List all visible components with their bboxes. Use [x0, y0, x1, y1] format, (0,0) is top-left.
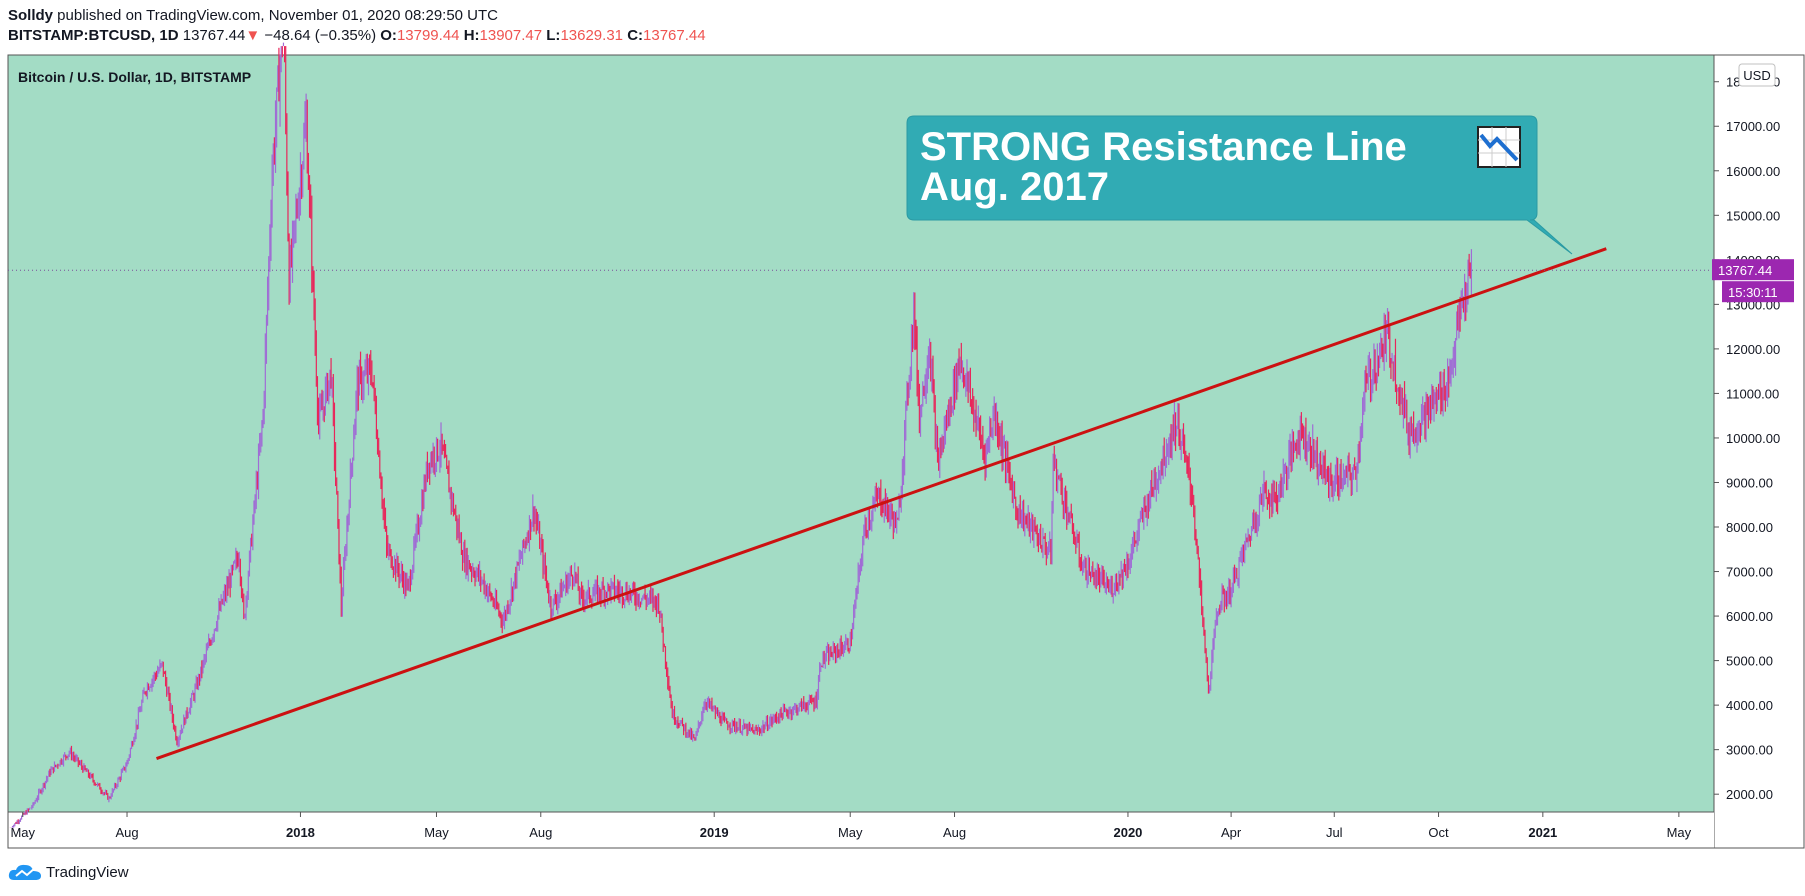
trendline-layer	[155, 247, 1607, 760]
x-tick-label: Apr	[1221, 825, 1242, 840]
y-tick-label: 6000.00	[1726, 609, 1773, 624]
y-tick-label: 11000.00	[1726, 386, 1779, 401]
down-arrow-icon: ▼	[245, 27, 261, 44]
x-tick-label: Aug	[115, 825, 138, 840]
x-tick-label: Aug	[943, 825, 966, 840]
x-axis-ticks: May Aug 2018 May Aug 2019 May Aug 2020 Apr Jul Oct 2…	[10, 812, 1692, 840]
high-value: 13907.47	[479, 27, 543, 44]
low-value: 13629.31	[560, 27, 624, 44]
y-tick-label: 16000.00	[1726, 164, 1780, 179]
x-tick-label: Aug	[529, 825, 552, 840]
x-tick-label: May	[10, 825, 35, 840]
x-tick-label: 2020	[1113, 825, 1142, 840]
ohlc-line: BITSTAMP:BTCUSD, 1D 13767.44▼ −48.64 (−0…	[8, 26, 706, 46]
x-tick-label: May	[1667, 825, 1692, 840]
x-tick-label: 2019	[700, 825, 729, 840]
x-tick-label: 2021	[1528, 825, 1557, 840]
countdown-tag	[1722, 281, 1794, 303]
author-name[interactable]: Solldy	[8, 7, 54, 24]
resistance-trendline	[155, 247, 1607, 760]
chart-frame	[7, 54, 1805, 849]
y-tick-label: 2000.00	[1726, 787, 1773, 802]
y-tick-label: 5000.00	[1726, 654, 1773, 669]
open-value: 13799.44	[396, 27, 460, 44]
high-label: H:	[463, 27, 480, 44]
x-tick-label: Jul	[1326, 825, 1343, 840]
x-tick-label: 2018	[286, 825, 315, 840]
y-tick-label: 4000.00	[1726, 698, 1773, 713]
price-change: −48.64 (−0.35%)	[264, 27, 377, 44]
callout-line-1: STRONG Resistance Line	[920, 125, 1407, 169]
y-tick-label: 7000.00	[1726, 565, 1773, 580]
close-label: C:	[627, 27, 644, 44]
y-tick-label: 3000.00	[1726, 743, 1773, 758]
y-tick-label: 9000.00	[1726, 475, 1773, 490]
y-tick-label: 17000.00	[1726, 119, 1780, 134]
last-price-line-layer: 13767.44 15:30:11	[8, 259, 1794, 303]
y-tick-label: 12000.00	[1726, 342, 1780, 357]
tradingview-cloud-icon[interactable]	[8, 862, 42, 882]
price-axis[interactable]	[1714, 55, 1804, 812]
x-tick-label: May	[424, 825, 449, 840]
countdown-tag-label: 15:30:11	[1728, 285, 1778, 300]
open-label: O:	[380, 27, 397, 44]
y-tick-label: 8000.00	[1726, 520, 1773, 535]
publication-header: Solldy published on TradingView.com, Nov…	[8, 6, 706, 46]
symbol-label: BITSTAMP:BTCUSD, 1D	[8, 27, 179, 44]
y-tick-label: 10000.00	[1726, 431, 1780, 446]
last-price: 13767.44	[182, 27, 246, 44]
y-axis-ticks: 2000.00 3000.00 4000.00 5000.00 6000.00 7000.…	[1714, 75, 1780, 802]
chart-decreasing-icon	[1477, 126, 1521, 168]
callout-bubble	[906, 115, 1573, 255]
close-value: 13767.44	[643, 27, 706, 44]
chart-title: Bitcoin / U.S. Dollar, 1D, BITSTAMP	[18, 69, 251, 85]
candles-layer	[9, 42, 1473, 828]
last-price-tag	[1712, 259, 1794, 281]
callout-line-2: Aug. 2017	[920, 165, 1109, 209]
time-axis[interactable]	[8, 812, 1714, 848]
resistance-callout[interactable]: STRONG Resistance Line Aug. 2017	[906, 115, 1573, 255]
footer: TradingView	[8, 862, 129, 882]
currency-badge[interactable]: USD	[1738, 63, 1776, 87]
published-text: published on TradingView.com, November 0…	[53, 7, 499, 24]
tradingview-brand[interactable]: TradingView	[46, 863, 129, 881]
x-tick-label: May	[838, 825, 863, 840]
published-line: Solldy published on TradingView.com, Nov…	[8, 6, 706, 26]
y-tick-label: 15000.00	[1726, 208, 1780, 223]
last-price-tag-label: 13767.44	[1718, 263, 1772, 278]
low-label: L:	[546, 27, 561, 44]
currency-label: USD	[1743, 68, 1770, 83]
x-tick-label: Oct	[1428, 825, 1449, 840]
